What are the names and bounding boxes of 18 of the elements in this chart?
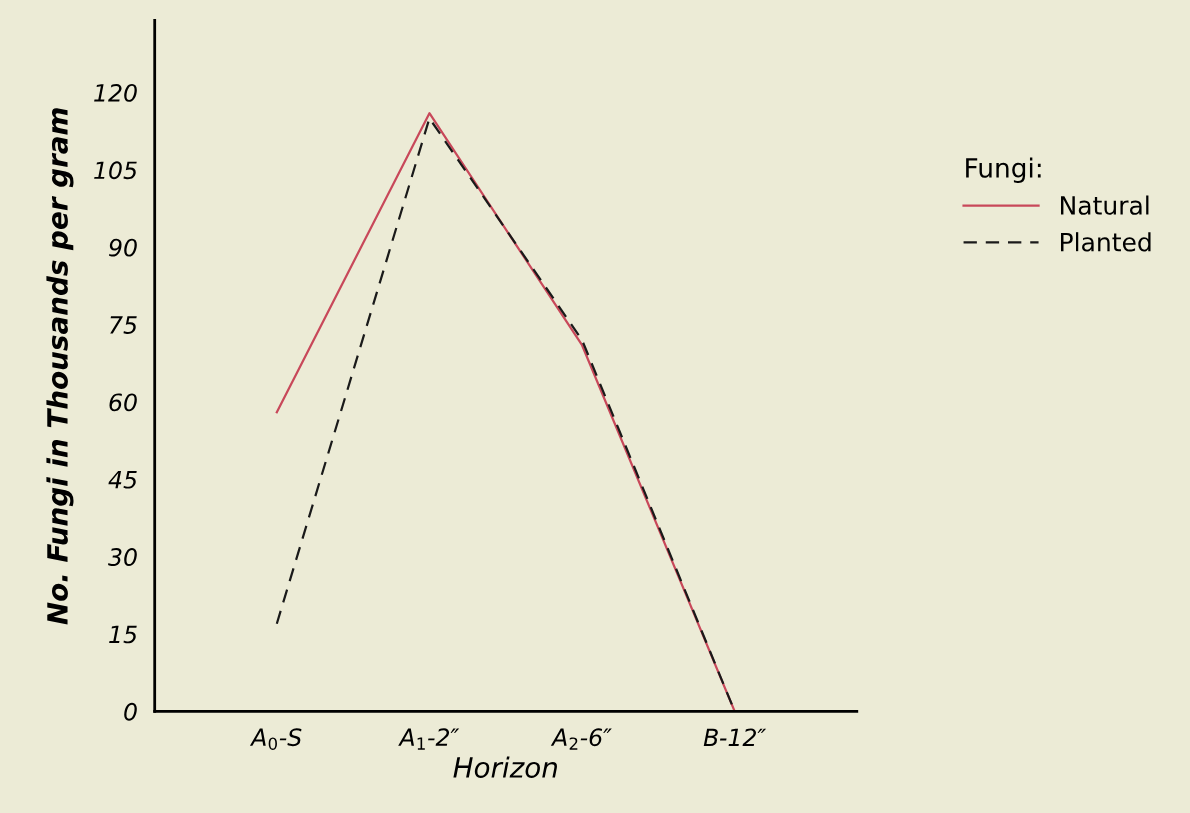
y-tick-label: 15 xyxy=(109,625,137,644)
x-tick-label: A$_{0}$-S xyxy=(249,728,302,750)
x-tick-label: A$_{1}$-2″ xyxy=(398,728,460,750)
y-axis-title: No. Fungi in Thousands per gram xyxy=(46,108,74,625)
y-tick-label: 60 xyxy=(109,393,137,412)
x-axis-title: Horizon xyxy=(453,756,557,778)
legend-label: Natural xyxy=(1061,195,1149,215)
legend-label: Planted xyxy=(1061,232,1151,252)
legend-title: Fungi: xyxy=(966,157,1041,183)
y-tick-label: 90 xyxy=(109,238,137,257)
x-tick-label: B-12″ xyxy=(703,728,767,746)
y-tick-label: 105 xyxy=(94,161,137,180)
y-tick-label: 45 xyxy=(108,471,137,489)
y-tick-label: 0 xyxy=(124,702,137,721)
y-tick-label: 30 xyxy=(108,548,137,566)
x-tick-label: A$_{2}$-6″ xyxy=(550,728,612,750)
y-tick-label: 120 xyxy=(94,83,137,102)
y-tick-label: 75 xyxy=(110,316,137,334)
